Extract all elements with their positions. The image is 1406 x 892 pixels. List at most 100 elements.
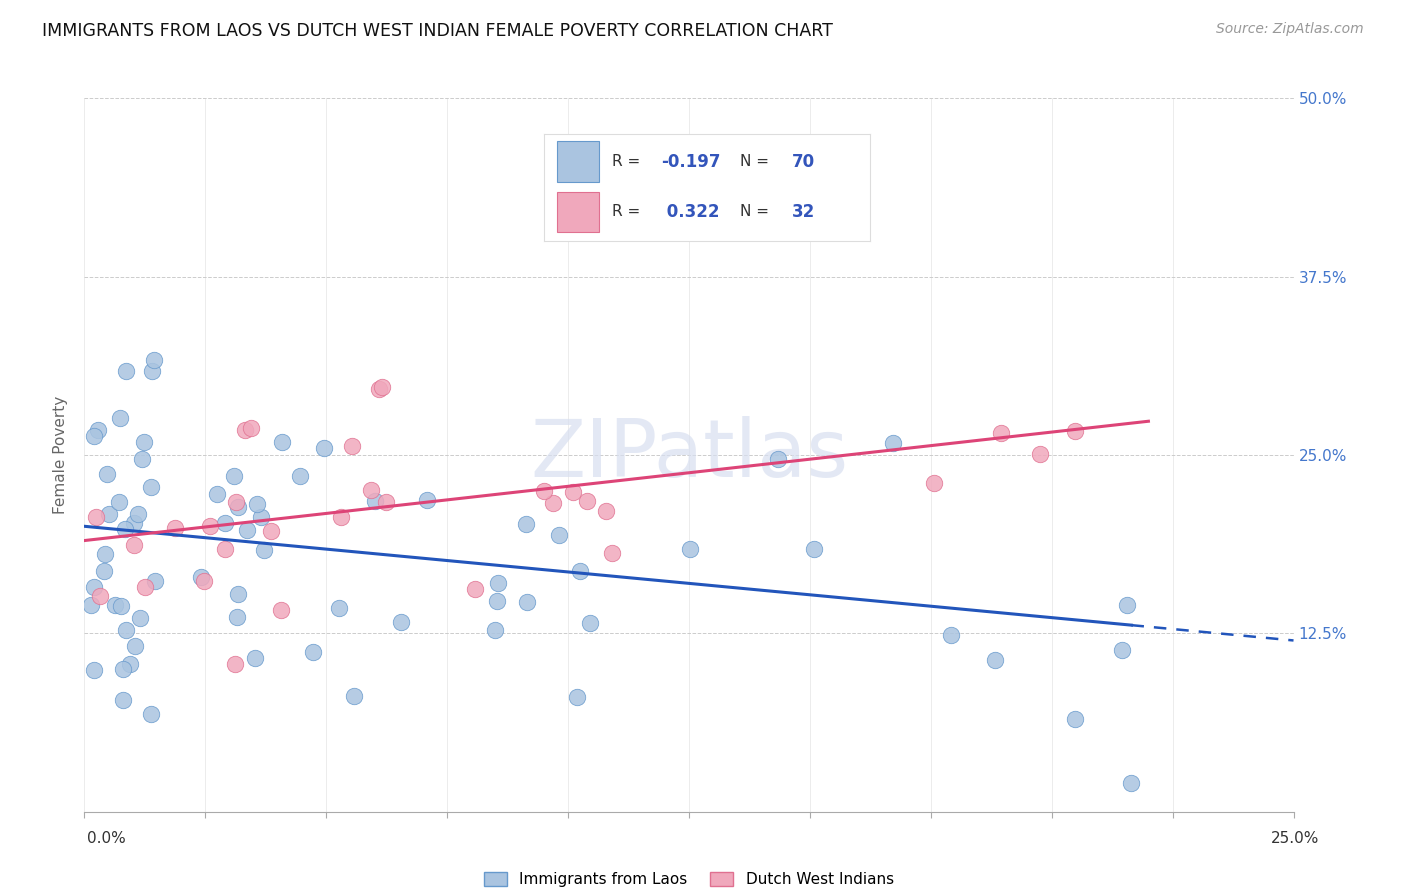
Point xyxy=(464,582,486,597)
Point xyxy=(364,494,387,508)
Point xyxy=(200,519,222,533)
Point xyxy=(124,516,146,530)
Point xyxy=(389,615,412,630)
Point xyxy=(679,541,702,556)
Point xyxy=(562,485,585,500)
Point xyxy=(214,542,236,557)
Point xyxy=(270,434,292,449)
Point xyxy=(484,623,506,637)
Point xyxy=(163,521,186,535)
Point xyxy=(990,426,1012,441)
Point xyxy=(226,500,249,515)
Point xyxy=(96,467,118,482)
Point xyxy=(246,497,269,511)
Text: IMMIGRANTS FROM LAOS VS DUTCH WEST INDIAN FEMALE POVERTY CORRELATION CHART: IMMIGRANTS FROM LAOS VS DUTCH WEST INDIA… xyxy=(42,22,832,40)
Point xyxy=(371,380,394,394)
Point xyxy=(214,516,236,530)
Point xyxy=(104,598,127,612)
Point xyxy=(302,645,325,659)
Point xyxy=(575,494,598,508)
Point xyxy=(486,594,509,608)
Point xyxy=(1029,447,1052,461)
Point xyxy=(578,616,600,631)
Point xyxy=(533,484,555,499)
Point xyxy=(83,663,105,677)
Point xyxy=(270,603,292,617)
Point xyxy=(193,574,215,589)
Point xyxy=(97,507,120,521)
Point xyxy=(1115,599,1137,613)
Point xyxy=(225,495,247,509)
Point xyxy=(375,495,398,509)
Point xyxy=(239,421,262,435)
Point xyxy=(236,523,259,537)
Point xyxy=(84,509,107,524)
Point xyxy=(941,628,963,642)
Point xyxy=(205,486,228,500)
Point xyxy=(250,509,273,524)
Point xyxy=(131,452,153,467)
Point xyxy=(225,610,247,624)
Point xyxy=(142,353,165,368)
Point xyxy=(343,689,366,703)
Point xyxy=(89,589,111,603)
Point xyxy=(882,436,904,450)
Point xyxy=(541,496,564,510)
Point xyxy=(93,564,115,578)
Point xyxy=(823,177,845,191)
Point xyxy=(340,438,363,452)
Point xyxy=(110,599,132,613)
Point xyxy=(233,423,256,437)
Point xyxy=(139,706,162,721)
Point xyxy=(112,693,135,707)
Point xyxy=(1111,642,1133,657)
Point xyxy=(547,527,569,541)
Point xyxy=(516,595,538,609)
Point xyxy=(108,494,131,508)
Point xyxy=(108,410,131,425)
Point xyxy=(486,576,509,591)
Point xyxy=(595,504,617,518)
Point xyxy=(83,580,105,594)
Point xyxy=(127,507,149,521)
Point xyxy=(922,476,945,491)
Point xyxy=(515,516,537,531)
Point xyxy=(145,574,167,589)
Point xyxy=(984,653,1007,667)
Point xyxy=(118,657,141,672)
Text: ZIPatlas: ZIPatlas xyxy=(530,416,848,494)
Text: 25.0%: 25.0% xyxy=(1271,831,1319,846)
Point xyxy=(565,690,588,704)
Point xyxy=(1064,712,1087,726)
Point xyxy=(245,650,267,665)
Point xyxy=(328,600,350,615)
Point xyxy=(600,546,623,560)
Point xyxy=(83,429,105,443)
Point xyxy=(260,524,283,539)
Point xyxy=(367,383,389,397)
Legend: Immigrants from Laos, Dutch West Indians: Immigrants from Laos, Dutch West Indians xyxy=(478,866,900,892)
Point xyxy=(253,543,276,558)
Point xyxy=(94,547,117,561)
Point xyxy=(112,662,135,676)
Point xyxy=(222,468,245,483)
Point xyxy=(87,423,110,437)
Point xyxy=(139,480,162,494)
Point xyxy=(1121,776,1143,790)
Point xyxy=(330,510,353,524)
Y-axis label: Female Poverty: Female Poverty xyxy=(53,396,69,514)
Point xyxy=(224,657,246,671)
Point xyxy=(314,441,336,455)
Point xyxy=(190,570,212,584)
Point xyxy=(115,624,138,638)
Point xyxy=(114,522,136,536)
Point xyxy=(129,611,152,625)
Point xyxy=(134,580,156,594)
Text: 0.0%: 0.0% xyxy=(87,831,127,846)
Point xyxy=(80,599,103,613)
Text: Source: ZipAtlas.com: Source: ZipAtlas.com xyxy=(1216,22,1364,37)
Point xyxy=(288,469,311,483)
Point xyxy=(124,639,146,653)
Point xyxy=(416,492,439,507)
Point xyxy=(360,483,382,497)
